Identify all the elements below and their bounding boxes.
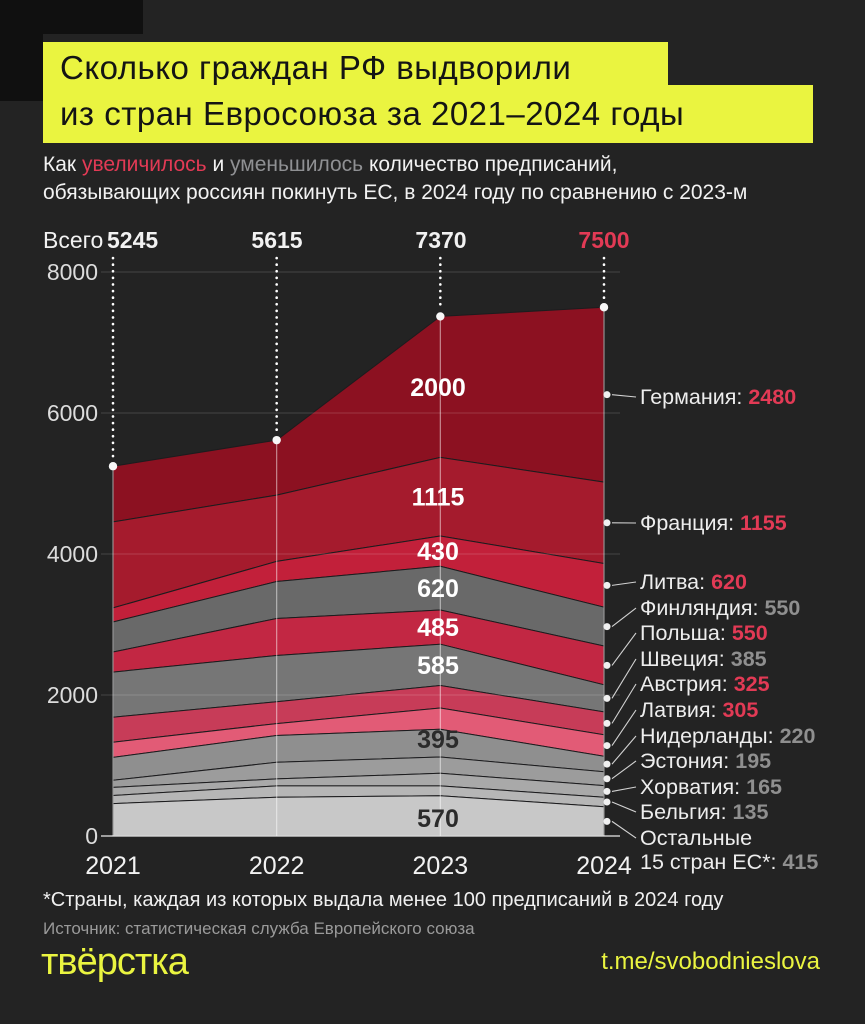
telegram-link: t.me/svobodnieslova	[601, 948, 820, 975]
legend-dot-austria	[603, 719, 611, 727]
total-2023: 7370	[415, 227, 467, 253]
legend-label-croatia: Хорватия: 165	[640, 775, 782, 799]
value-label-germany: 2000	[410, 374, 466, 402]
subtitle-line1: Как увеличилось и уменьшилось количество…	[43, 151, 747, 179]
legend-label-germany: Германия: 2480	[640, 385, 796, 409]
value-label-france: 1115	[412, 484, 465, 512]
totals-row: Всего 5245 5615 7370 7500	[0, 227, 865, 253]
x-axis-label-2024: 2024	[576, 852, 632, 880]
legend-label-poland: Польша: 550	[640, 621, 768, 645]
page-title-text1: Сколько граждан РФ выдворили	[60, 48, 572, 86]
legend-leader-belgium	[611, 801, 637, 813]
legend-label-lithuania: Литва: 620	[640, 570, 747, 594]
footnote: *Страны, каждая из которых выдала менее …	[43, 889, 724, 911]
legend-label-france: Франция: 1155	[640, 511, 787, 535]
y-tick-label-6000: 6000	[47, 400, 98, 426]
subtitle-mid: и	[206, 153, 231, 176]
total-2021: 5245	[107, 227, 159, 253]
y-tick-label-4000: 4000	[47, 541, 98, 567]
legend-leader-netherlands	[611, 735, 637, 765]
legend-leader-sweden	[611, 658, 637, 699]
legend-leader-estonia	[611, 760, 637, 780]
x-axis-label-2022: 2022	[249, 852, 305, 880]
legend-dot-belgium	[603, 798, 611, 806]
value-label-finland: 620	[417, 575, 459, 603]
legend-dot-france	[603, 519, 611, 527]
legend-label-finland: Финляндия: 550	[640, 596, 800, 620]
source-credit: Источник: статистическая служба Европейс…	[43, 919, 475, 938]
legend-dot-latvia	[603, 742, 611, 750]
verstka-logo: твёрстка	[41, 941, 189, 983]
total-dot-2024	[599, 303, 609, 312]
legend-label-belgium: Бельгия: 135	[640, 800, 768, 824]
total-dot-2023	[436, 312, 445, 321]
legend-dot-estonia	[603, 775, 611, 783]
value-label-netherlands: 395	[417, 726, 459, 754]
corner-decoration	[0, 0, 43, 101]
legend-leader-croatia	[611, 786, 637, 792]
x-axis-label-2021: 2021	[85, 852, 141, 880]
legend-label-estonia: Эстония: 195	[640, 749, 771, 773]
area-layer-others	[112, 795, 605, 837]
legend-dot-croatia	[603, 787, 611, 795]
legend-label-netherlands: Нидерланды: 220	[640, 724, 816, 748]
value-label-sweden: 585	[417, 652, 459, 680]
legend-dot-others	[603, 817, 611, 825]
subtitle-decreased-word: уменьшилось	[230, 153, 364, 176]
chart-subtitle: Как увеличилось и уменьшилось количество…	[43, 151, 747, 207]
legend-leader-lithuania	[611, 581, 637, 586]
legend-label-sweden: Швеция: 385	[640, 647, 767, 671]
chart-svg: 0 2000 4000 6000 8000 2021 2022 2023 2024 2000 111…	[47, 256, 818, 880]
legend-dot-netherlands	[603, 760, 611, 768]
page-title-line2: из стран Евросоюза за 2021–2024 годы	[43, 85, 813, 143]
legend-dot-finland	[603, 623, 611, 631]
total-2022: 5615	[251, 227, 303, 253]
total-2024: 7500	[578, 227, 630, 253]
subtitle-tail: количество предписаний,	[363, 153, 618, 176]
y-tick-label-0: 0	[85, 823, 98, 849]
total-dot-2021	[108, 462, 118, 471]
legend-leader-poland	[611, 632, 637, 666]
legend-label-others-1: Остальные	[640, 826, 752, 850]
subtitle-line2: обязывающих россиян покинуть ЕС, в 2024 …	[43, 181, 748, 204]
legend-label-others-2: 15 стран ЕС*: 415	[640, 850, 818, 874]
legend-dot-germany	[603, 391, 611, 399]
value-label-others: 570	[417, 805, 459, 833]
legend-leader-others	[611, 820, 637, 839]
subtitle-lead: Как	[43, 153, 82, 176]
total-dot-2022	[272, 435, 281, 445]
legend-dot-poland	[603, 661, 611, 669]
totals-label: Всего	[43, 227, 104, 253]
legend-leader-finland	[611, 607, 637, 628]
legend-leader-austria	[611, 683, 637, 724]
y-tick-label-2000: 2000	[47, 682, 98, 708]
value-label-poland: 485	[417, 614, 459, 642]
legend-dot-sweden	[603, 694, 611, 702]
y-tick-label-8000: 8000	[47, 259, 98, 285]
subtitle-increased-word: увеличилось	[81, 153, 207, 176]
legend-leader-latvia	[611, 709, 637, 746]
page-title-text2: из стран Евросоюза за 2021–2024 годы	[60, 95, 685, 132]
legend-label-austria: Австрия: 325	[640, 672, 770, 696]
value-label-lithuania: 430	[417, 538, 459, 566]
page-title-line1: Сколько граждан РФ выдворили	[43, 42, 668, 86]
legend-leader-germany	[611, 394, 637, 398]
x-axis-label-2023: 2023	[413, 852, 469, 880]
legend-dot-lithuania	[603, 581, 611, 589]
legend-label-latvia: Латвия: 305	[640, 698, 758, 722]
